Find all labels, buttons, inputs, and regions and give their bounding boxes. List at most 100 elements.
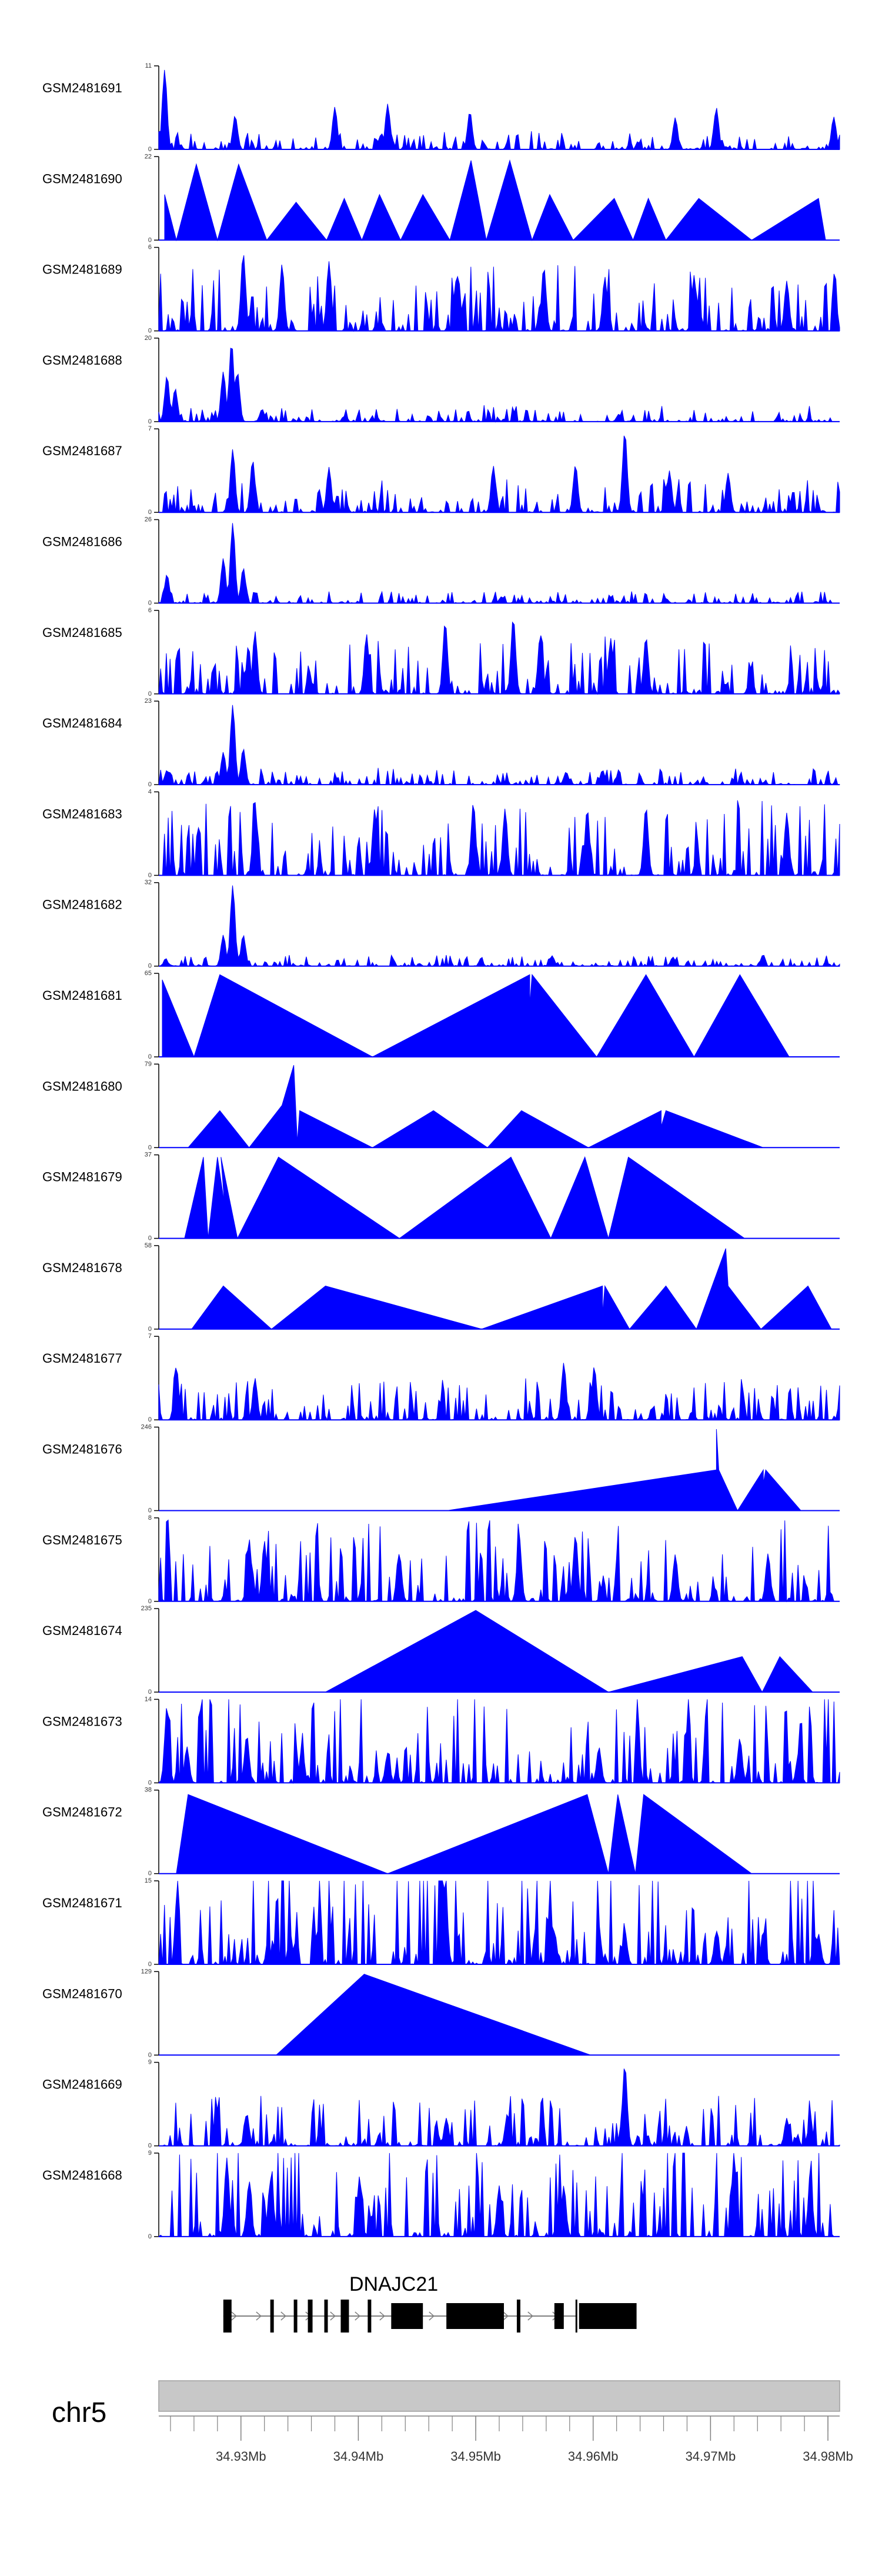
axis-tick-label: 34.93Mb xyxy=(216,2449,266,2464)
y-tick-label: 0 xyxy=(148,872,152,879)
track-GSM2481678: GSM2481678 58 0 xyxy=(42,1242,840,1333)
track-label: GSM2481682 xyxy=(42,897,122,912)
gene-exon xyxy=(554,2303,564,2329)
axis-tick-label: 34.98Mb xyxy=(803,2449,853,2464)
track-label: GSM2481680 xyxy=(42,1079,122,1093)
coverage-area xyxy=(159,800,840,877)
coverage-area xyxy=(158,621,840,695)
y-tick-label: 0 xyxy=(148,2233,152,2240)
coverage-area xyxy=(158,348,840,423)
track-label: GSM2481673 xyxy=(42,1714,122,1729)
coverage-area xyxy=(158,1519,840,1603)
y-tick-label: 0 xyxy=(148,1598,152,1605)
coverage-area xyxy=(446,1429,802,1511)
chromosome-label: chr5 xyxy=(52,2397,106,2428)
track-GSM2481673: GSM2481673 14 0 xyxy=(42,1696,840,1786)
coverage-area xyxy=(158,885,840,967)
y-tick-label: 20 xyxy=(145,335,152,342)
track-label: GSM2481676 xyxy=(42,1442,122,1457)
track-GSM2481676: GSM2481676 246 0 xyxy=(42,1424,840,1514)
y-tick-label: 6 xyxy=(148,244,152,251)
coverage-area xyxy=(184,1156,746,1240)
track-label: GSM2481683 xyxy=(42,806,122,821)
track-label: GSM2481679 xyxy=(42,1170,122,1184)
track-label: GSM2481688 xyxy=(42,353,122,368)
track-GSM2481683: GSM2481683 4 0 xyxy=(42,788,840,879)
gene-exon xyxy=(516,2300,520,2333)
track-label: GSM2481685 xyxy=(42,625,122,640)
coverage-area xyxy=(158,1880,840,1966)
y-tick-label: 0 xyxy=(148,1053,152,1060)
coverage-area xyxy=(158,435,840,514)
strand-arrow xyxy=(379,2311,385,2321)
y-tick-label: 0 xyxy=(148,1144,152,1151)
track-label: GSM2481674 xyxy=(42,1623,122,1638)
y-tick-label: 0 xyxy=(148,1326,152,1333)
track-GSM2481671: GSM2481671 15 0 xyxy=(42,1877,840,1968)
y-tick-label: 23 xyxy=(145,698,152,705)
track-label: GSM2481678 xyxy=(42,1260,122,1275)
coverage-area xyxy=(176,1794,753,1874)
y-tick-label: 0 xyxy=(148,509,152,516)
track-label: GSM2481686 xyxy=(42,535,122,549)
y-tick-label: 0 xyxy=(148,1870,152,1877)
y-tick-label: 0 xyxy=(148,1507,152,1514)
y-tick-label: 8 xyxy=(148,1514,152,1521)
genome-axis: 34.93Mb 34.94Mb 34.95Mb 34.96Mb 34.97Mb 34.98… xyxy=(159,2415,853,2464)
y-tick-label: 26 xyxy=(145,516,152,523)
chromosome-band xyxy=(158,2380,840,2412)
track-GSM2481688: GSM2481688 20 0 xyxy=(42,335,840,425)
strand-arrow xyxy=(330,2311,336,2321)
track-label: GSM2481684 xyxy=(42,716,122,730)
track-GSM2481691: GSM2481691 11 0 xyxy=(42,62,840,153)
y-tick-label: 0 xyxy=(148,600,152,607)
gene-exon xyxy=(293,2300,298,2333)
coverage-area xyxy=(187,1065,764,1149)
gene-exon xyxy=(575,2300,577,2333)
gene-exon xyxy=(324,2300,328,2333)
gene-exon xyxy=(368,2300,372,2333)
strand-arrow xyxy=(355,2311,360,2321)
y-tick-label: 4 xyxy=(148,788,152,795)
track-GSM2481689: GSM2481689 6 0 xyxy=(42,244,840,335)
track-label: GSM2481672 xyxy=(42,1805,122,1820)
axis-tick-label: 34.95Mb xyxy=(450,2449,501,2464)
track-label: GSM2481677 xyxy=(42,1351,122,1366)
y-tick-label: 235 xyxy=(141,1605,152,1612)
track-GSM2481669: GSM2481669 9 0 xyxy=(42,2059,840,2150)
y-tick-label: 0 xyxy=(148,2051,152,2058)
track-GSM2481687: GSM2481687 7 0 xyxy=(42,425,840,516)
y-tick-label: 32 xyxy=(145,879,152,886)
track-GSM2481674: GSM2481674 235 0 xyxy=(42,1605,840,1696)
axis-tick-label: 34.97Mb xyxy=(686,2449,736,2464)
track-GSM2481670: GSM2481670 129 0 xyxy=(42,1968,840,2058)
gene-exon xyxy=(579,2303,637,2329)
coverage-area xyxy=(325,1610,814,1693)
coverage-area xyxy=(191,1248,832,1330)
track-label: GSM2481687 xyxy=(42,443,122,458)
y-tick-label: 6 xyxy=(148,607,152,614)
y-tick-label: 0 xyxy=(148,1961,152,1968)
coverage-area xyxy=(164,159,826,242)
track-label: GSM2481668 xyxy=(42,2168,122,2183)
data-tracks: GSM2481691110GSM2481690220GSM248168960GS… xyxy=(42,62,840,2240)
track-label: GSM2481690 xyxy=(42,171,122,186)
coverage-area xyxy=(158,523,840,605)
y-tick-label: 129 xyxy=(141,1968,152,1975)
track-label: GSM2481681 xyxy=(42,988,122,1003)
y-tick-label: 0 xyxy=(148,963,152,970)
coverage-area xyxy=(158,1363,840,1421)
y-tick-label: 0 xyxy=(148,236,152,243)
y-tick-label: 9 xyxy=(148,2059,152,2066)
strand-arrow xyxy=(503,2311,509,2321)
coverage-area xyxy=(158,1699,840,1784)
track-GSM2481684: GSM2481684 23 0 xyxy=(42,698,840,788)
y-tick-label: 7 xyxy=(148,425,152,432)
coverage-area xyxy=(162,973,790,1058)
coverage-area xyxy=(158,69,840,151)
gene-exon xyxy=(446,2303,504,2329)
y-tick-label: 38 xyxy=(145,1787,152,1794)
y-tick-label: 0 xyxy=(148,781,152,788)
y-tick-label: 0 xyxy=(148,690,152,698)
